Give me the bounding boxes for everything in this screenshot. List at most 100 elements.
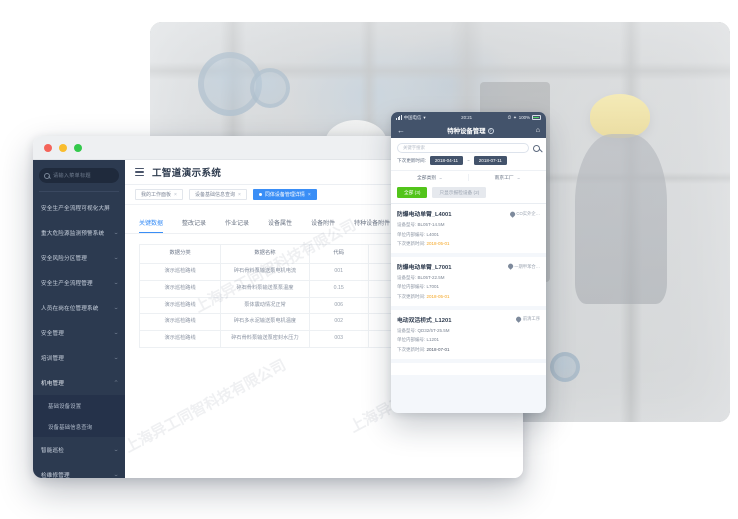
- sidebar-item-label: 智能巡检: [41, 447, 64, 454]
- date-start-button[interactable]: 2018-04-11: [429, 156, 464, 166]
- signal-icon: [396, 115, 402, 120]
- device-model-row: 设备型号: BL05T-14.5M: [397, 222, 540, 228]
- select-factory[interactable]: 南京工厂 ⌄: [469, 171, 547, 184]
- tag-device-detail[interactable]: 同体设备管理详情 ×: [252, 189, 317, 200]
- device-location-label: 一期甲苯合…: [514, 263, 540, 269]
- select-category-value: 全部类别: [416, 176, 437, 182]
- chip-inspection-only[interactable]: 只显示报检设备 (2): [432, 187, 487, 199]
- close-icon[interactable]: [44, 143, 52, 152]
- sidebar-item-electromechanical[interactable]: 机电管理 ⌃: [33, 370, 125, 395]
- sidebar-subitem-basic-device-setting[interactable]: 基础设备设置: [33, 395, 125, 416]
- device-model-value: BL05T-14.5M: [417, 221, 445, 227]
- list-item[interactable]: 电动双活桥式_L1201 前清工序 设备型号: QD32/5T-25.5M 单位…: [391, 309, 546, 359]
- device-due-row: 下次更新时间: 2018-07-01: [397, 347, 540, 353]
- close-icon[interactable]: ×: [307, 191, 311, 198]
- tab-device-attachments[interactable]: 设备附件: [311, 221, 336, 227]
- device-location: 一期甲苯合…: [506, 263, 540, 270]
- close-icon[interactable]: ×: [237, 191, 241, 198]
- chevron-down-icon: ⌄: [112, 354, 119, 361]
- sidebar-search-placeholder: 请输入菜单标题: [53, 173, 91, 179]
- device-name: 防爆电动单臂_L4001: [397, 212, 452, 219]
- device-due-label: 下次更新时间:: [397, 346, 426, 352]
- device-model-label: 设备型号:: [397, 274, 417, 280]
- question-circle-icon[interactable]: ?: [487, 127, 494, 134]
- sidebar-item-personnel[interactable]: 人员在岗在位管理系统 ⌄: [33, 295, 125, 320]
- sidebar-item-smart-inspection[interactable]: 智能巡检 ⌄: [33, 437, 125, 462]
- cell-category: 演示巡检路线: [138, 313, 222, 332]
- chevron-down-icon: ⌄: [438, 175, 444, 181]
- device-code-row: 单位内部编号: L7001: [397, 284, 540, 290]
- device-due-value: 2018-05-01: [426, 241, 450, 247]
- alarm-icon: ⏱: [507, 115, 512, 120]
- search-icon[interactable]: [533, 144, 540, 152]
- device-model-label: 设备型号:: [397, 221, 417, 227]
- device-model-value: QD32/5T-25.5M: [417, 327, 450, 333]
- column-header-code: 代码: [308, 244, 369, 264]
- device-code-value: L7001: [426, 284, 440, 290]
- cell-name: 碎石骨料泵输送泵电机电流: [220, 262, 310, 281]
- tag-label: 我的工作面板: [141, 192, 172, 198]
- cell-category: 演示巡检路线: [138, 330, 222, 348]
- sidebar-item-risk-zone[interactable]: 安全风险分区管理 ⌄: [33, 245, 125, 270]
- arrow-left-icon[interactable]: ←: [397, 126, 405, 135]
- list-item[interactable]: 防爆电动单臂_L4001 CO实外企… 设备型号: BL05T-14.5M 单位…: [391, 204, 546, 254]
- tab-bar: 关键数据 整改记录 作业记录 设备属性 设备附件 特种设备附件: [125, 205, 523, 233]
- device-code-value: L1201: [426, 337, 440, 343]
- tag-my-workbench[interactable]: 我的工作面板 ×: [135, 189, 183, 200]
- device-model-value: BL05T-22.5M: [417, 274, 445, 280]
- sidebar-item-label: 安全风险分区管理: [41, 255, 87, 262]
- sidebar-item-label: 培训管理: [41, 355, 64, 362]
- sidebar-submenu: 基础设备设置 设备基础信息查询: [33, 395, 125, 437]
- cell-category: 演示巡检路线: [138, 279, 222, 298]
- chip-all[interactable]: 全部 (3): [397, 187, 428, 199]
- tag-device-info-query[interactable]: 设备基础信息查询 ×: [188, 189, 247, 200]
- cell-code: 006: [308, 296, 369, 315]
- mobile-search-input[interactable]: 关键字搜索: [397, 143, 529, 153]
- tab-operation-records[interactable]: 作业记录: [225, 221, 250, 227]
- tab-rectification-records[interactable]: 整改记录: [182, 221, 207, 227]
- tab-key-data[interactable]: 关键数据: [139, 218, 164, 233]
- column-header-category: 数据分类: [138, 244, 222, 264]
- sidebar-subitem-device-info-query[interactable]: 设备基础信息查询: [33, 416, 125, 437]
- column-header-name: 数据名称: [220, 244, 310, 264]
- list-end-spacer: [391, 362, 546, 375]
- mobile-filter-chips: 全部 (3) 只显示报检设备 (2): [391, 184, 546, 205]
- sidebar-item-label: 机电管理: [41, 380, 64, 387]
- sidebar-item-training[interactable]: 培训管理 ⌄: [33, 345, 125, 370]
- bluetooth-icon: ✦: [513, 114, 517, 120]
- device-code-value: L4001: [426, 231, 440, 237]
- sidebar-item-safety-process[interactable]: 安全生产全流程管理 ⌄: [33, 270, 125, 295]
- cell-code: 002: [308, 313, 369, 332]
- tab-device-attributes[interactable]: 设备属性: [268, 221, 293, 227]
- mobile-device-list: 防爆电动单臂_L4001 CO实外企… 设备型号: BL05T-14.5M 单位…: [391, 204, 546, 375]
- page-title: 工智道演示系统: [152, 168, 222, 179]
- tab-special-device-attachments[interactable]: 特种设备附件: [354, 221, 391, 227]
- maximize-icon[interactable]: [74, 143, 82, 152]
- device-location: CO实外企…: [508, 210, 540, 218]
- sidebar-item-maintenance[interactable]: 检维修管理 ⌄: [33, 462, 125, 479]
- list-item[interactable]: 防爆电动单臂_L7001 一期甲苯合… 设备型号: BL05T-22.5M 单位…: [391, 257, 546, 306]
- sidebar-item-bigscreen[interactable]: 安全生产全流程可视化大屏: [33, 195, 125, 220]
- search-icon: [44, 172, 50, 179]
- minimize-icon[interactable]: [59, 143, 67, 152]
- cell-name: 泵体震动情况正常: [220, 296, 310, 315]
- home-icon[interactable]: ⌂: [535, 127, 540, 134]
- tag-label: 同体设备管理详情: [264, 192, 305, 198]
- chevron-down-icon: ⌄: [112, 279, 119, 286]
- cell-code: 003: [308, 330, 369, 348]
- active-dot-icon: [258, 193, 262, 196]
- cell-code: 0.15: [308, 279, 369, 298]
- hamburger-icon[interactable]: [135, 168, 144, 176]
- device-location-label: CO实外企…: [516, 210, 540, 216]
- close-icon[interactable]: ×: [174, 191, 177, 198]
- sidebar-item-hazard-monitor[interactable]: 重大危险源监测预警系统 ⌄: [33, 220, 125, 245]
- sidebar-search-input[interactable]: 请输入菜单标题: [39, 168, 119, 183]
- mobile-search-row: 关键字搜索: [391, 138, 546, 156]
- date-end-button[interactable]: 2018-07-11: [473, 156, 507, 166]
- cell-code: 001: [308, 262, 369, 281]
- select-category[interactable]: 全部类别 ⌄: [391, 171, 469, 184]
- cell-name: 碎石多水泥输送泵电机温度: [220, 313, 310, 332]
- device-code-label: 单位内部编号:: [397, 284, 426, 290]
- sidebar-item-safety-mgmt[interactable]: 安全管理 ⌄: [33, 320, 125, 345]
